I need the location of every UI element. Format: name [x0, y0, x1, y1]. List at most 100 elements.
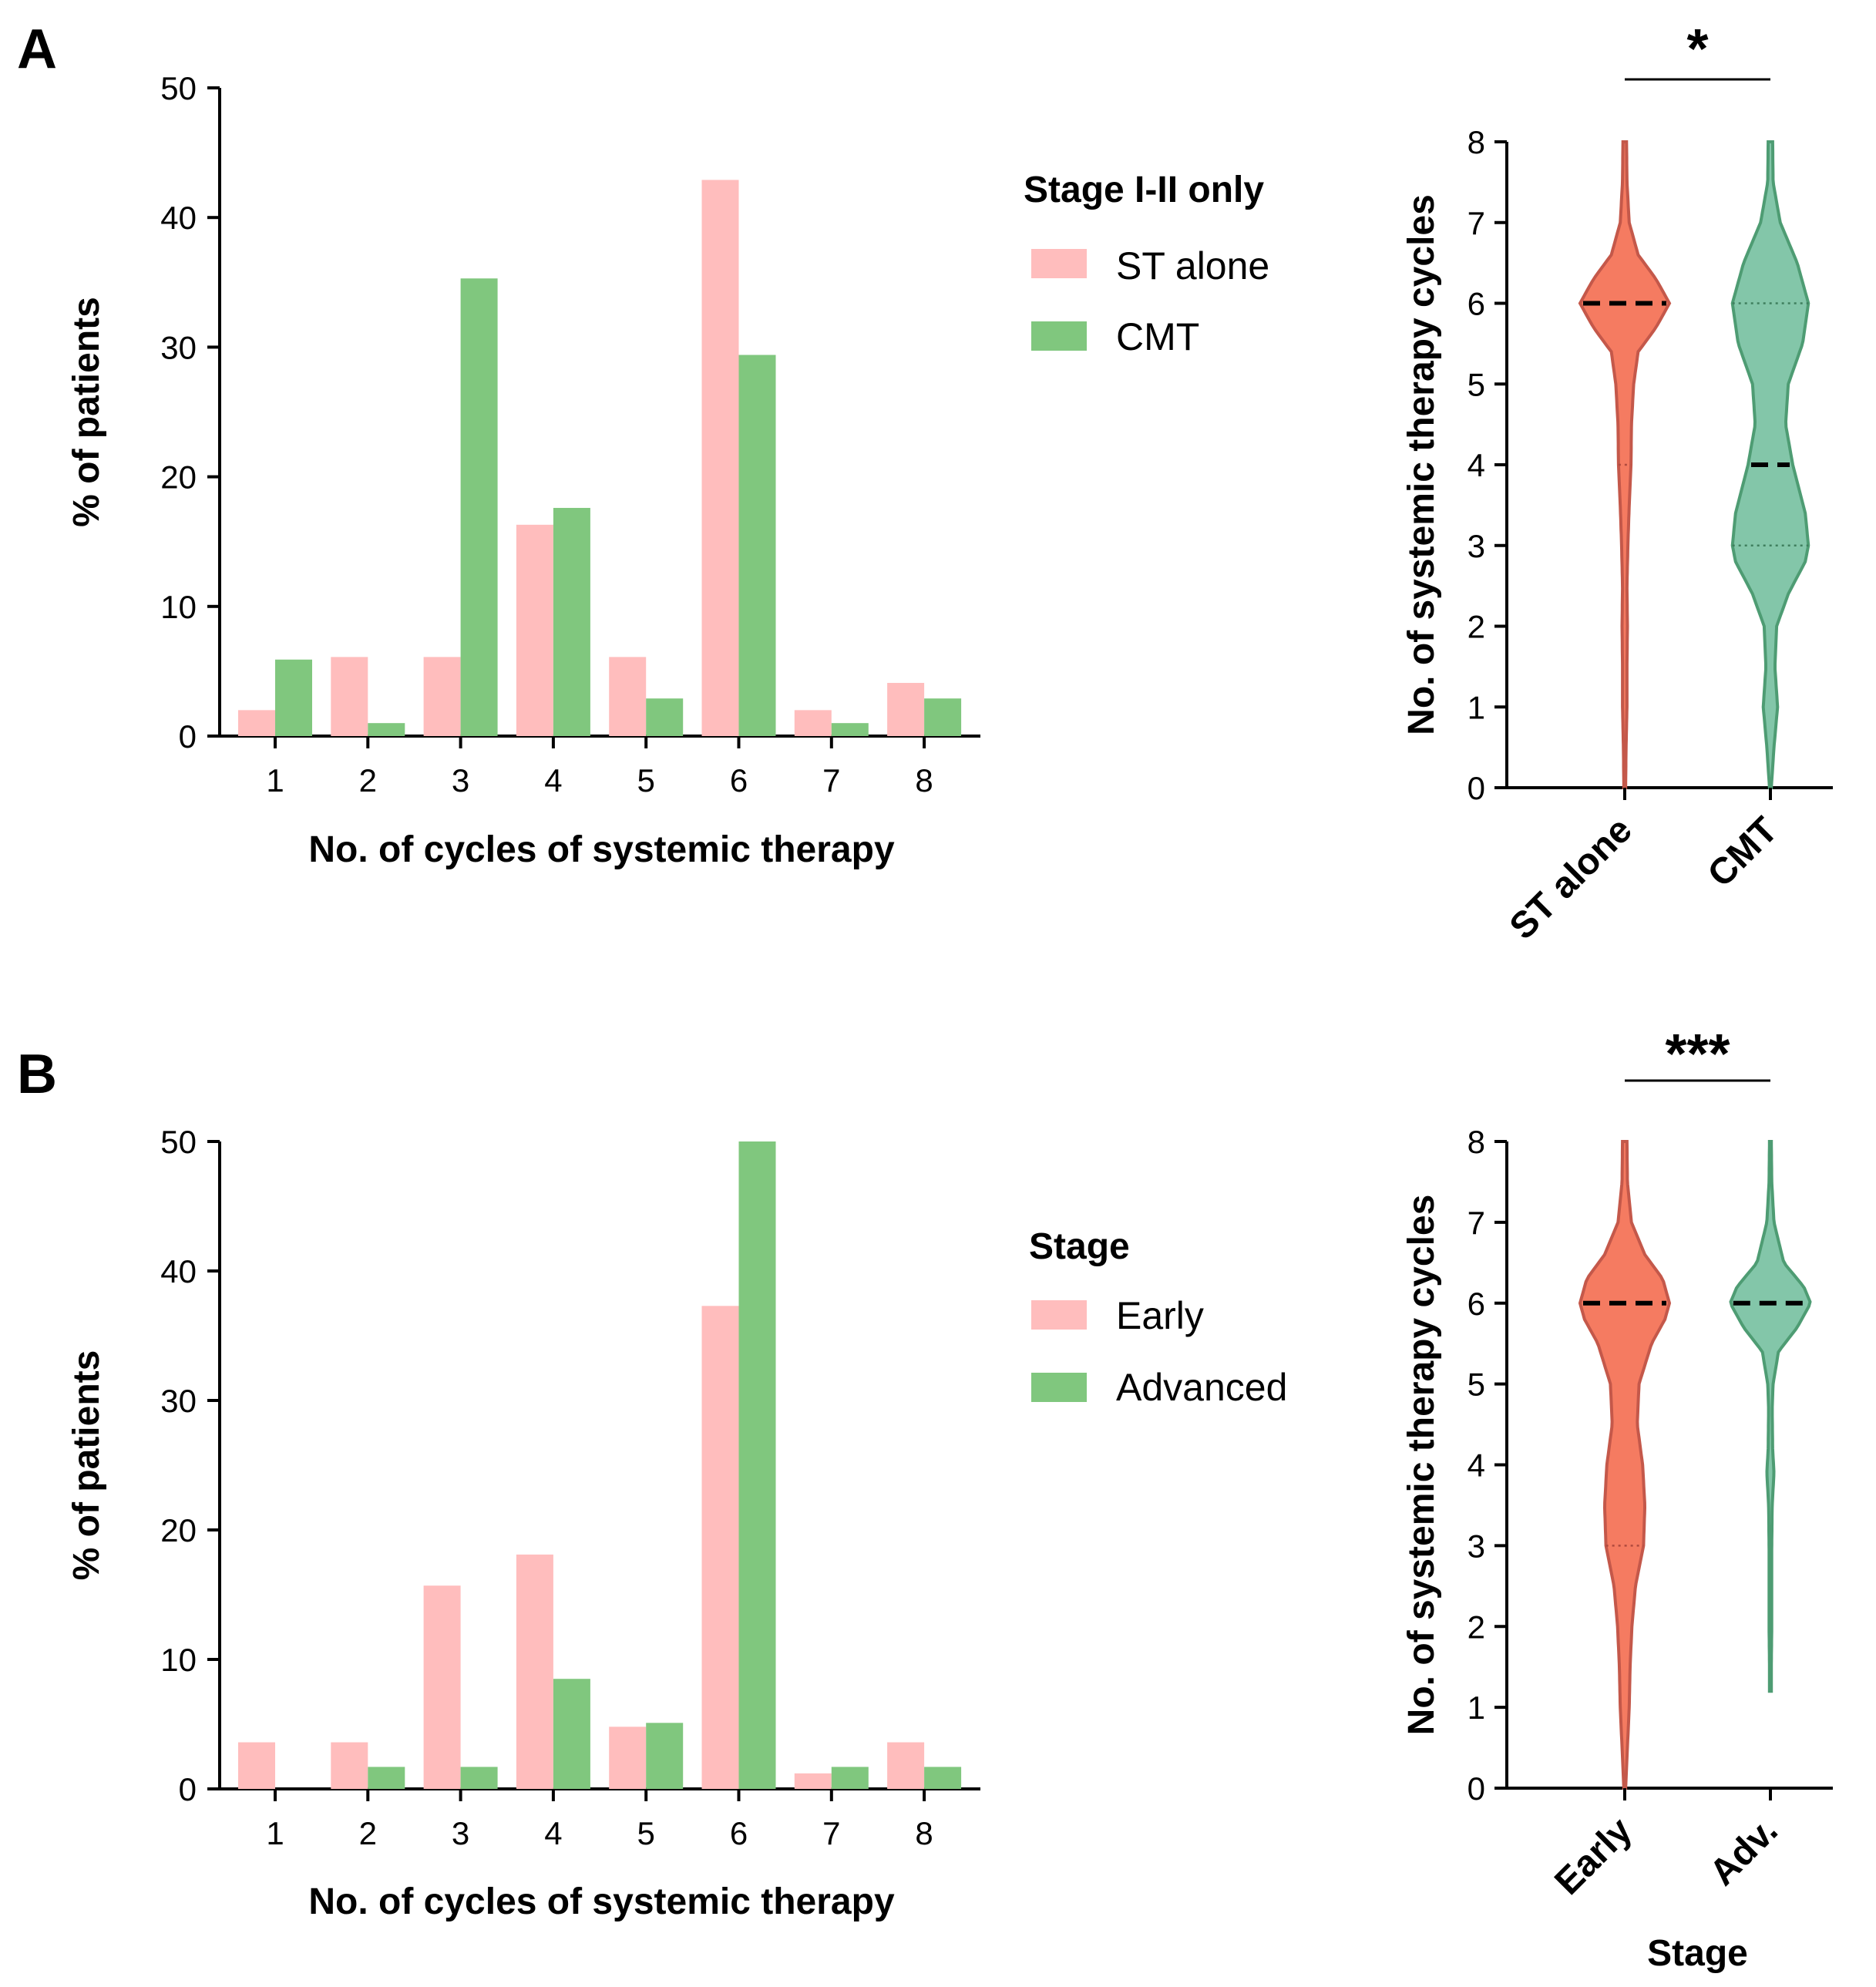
- bar-cmt-7: [831, 723, 869, 736]
- x-tick-label: 7: [822, 762, 840, 798]
- legend-b-swatch-early: [1031, 1300, 1087, 1330]
- bar-st-alone-5: [609, 657, 647, 736]
- y-tick-label: 40: [160, 1253, 197, 1289]
- legend-b-swatch-advanced: [1031, 1373, 1087, 1402]
- y-tick-label: 20: [160, 459, 197, 496]
- x-tick-label: 5: [637, 762, 655, 798]
- x-tick-label: 5: [637, 1815, 655, 1851]
- y-tick-label: 10: [160, 1642, 197, 1678]
- y-tick-label: 20: [160, 1512, 197, 1548]
- bar-st-alone-4: [516, 524, 553, 736]
- x-tick-label: ST alone: [1502, 809, 1640, 947]
- bar-cmt-3: [460, 278, 498, 736]
- y-tick-label: 8: [1468, 124, 1485, 160]
- y-tick-label: 2: [1468, 1609, 1485, 1645]
- bar-early-7: [794, 1773, 832, 1789]
- y-tick-label: 0: [179, 718, 197, 755]
- y-tick-label: 30: [160, 1383, 197, 1419]
- bar-advanced-4: [553, 1679, 590, 1789]
- panel-letter-a: A: [17, 18, 57, 80]
- bar-advanced-7: [831, 1767, 869, 1789]
- y-tick-label: 50: [160, 1124, 197, 1160]
- y-axis-title: % of patients: [66, 1350, 107, 1581]
- bar-st-alone-3: [423, 657, 461, 736]
- bar-advanced-2: [368, 1767, 405, 1789]
- x-tick-label: 1: [266, 1815, 284, 1851]
- bar-st-alone-1: [238, 710, 275, 736]
- y-tick-label: 0: [1468, 1770, 1485, 1807]
- bar-early-3: [423, 1585, 461, 1789]
- y-tick-label: 7: [1468, 205, 1485, 241]
- y-tick-label: 6: [1468, 286, 1485, 322]
- bar-advanced-6: [738, 1141, 776, 1789]
- bar-cmt-2: [368, 723, 405, 736]
- y-axis-title: No. of systemic therapy cycles: [1401, 194, 1442, 735]
- bar-st-alone-8: [887, 683, 925, 736]
- legend-a-swatch-cmt: [1031, 321, 1087, 351]
- bar-early-5: [609, 1726, 647, 1789]
- x-tick-label: 2: [359, 1815, 377, 1851]
- y-tick-label: 2: [1468, 609, 1485, 645]
- x-tick-label: 8: [915, 762, 933, 798]
- violin-chart-a: 0 1 2 3 4 5 6 7 8 ST alone CMT * No. of systemic the…: [1401, 18, 1833, 947]
- y-axis-title: No. of systemic therapy cycles: [1401, 1195, 1442, 1736]
- bar-early-1: [238, 1742, 275, 1789]
- y-tick-label: 0: [179, 1771, 197, 1807]
- bar-cmt-8: [924, 698, 962, 736]
- bar-advanced-5: [646, 1723, 684, 1789]
- bar-early-4: [516, 1554, 553, 1789]
- y-tick-label: 3: [1468, 1528, 1485, 1564]
- bar-st-alone-2: [331, 657, 368, 736]
- y-tick-label: 30: [160, 329, 197, 365]
- legend-a-label-st-alone: ST alone: [1116, 244, 1269, 287]
- y-tick-label: 5: [1468, 1367, 1485, 1403]
- x-tick-label: 8: [915, 1815, 933, 1851]
- x-tick-label: 6: [730, 1815, 748, 1851]
- y-tick-label: 0: [1468, 770, 1485, 806]
- y-tick-label: 6: [1468, 1286, 1485, 1322]
- x-tick-label: Adv.: [1702, 1810, 1786, 1894]
- y-tick-label: 1: [1468, 1689, 1485, 1726]
- y-tick-label: 8: [1468, 1124, 1485, 1160]
- x-tick-label: 6: [730, 762, 748, 798]
- bar-cmt-4: [553, 507, 590, 736]
- x-tick-label: Early: [1547, 1810, 1640, 1903]
- legend-b: Stage Early Advanced: [1029, 1226, 1287, 1409]
- bar-early-8: [887, 1742, 925, 1789]
- bar-chart-b: 0 10 20 30 40 50 1 2 3 4 5 6 7 8 No. of cycles of syst…: [66, 1124, 980, 1922]
- y-tick-label: 7: [1468, 1205, 1485, 1241]
- x-axis-title: No. of cycles of systemic therapy: [308, 829, 895, 870]
- bar-advanced-3: [460, 1767, 498, 1789]
- x-tick-label: 2: [359, 762, 377, 798]
- x-tick-label: 4: [544, 1815, 562, 1851]
- bar-cmt-6: [738, 355, 776, 736]
- y-tick-label: 4: [1468, 1447, 1485, 1484]
- x-tick-label: 1: [266, 762, 284, 798]
- y-tick-label: 40: [160, 200, 197, 236]
- x-tick-label: 7: [822, 1815, 840, 1851]
- legend-b-label-early: Early: [1116, 1294, 1204, 1337]
- y-tick-label: 50: [160, 70, 197, 106]
- bar-chart-a: 0 10 20 30 40 50 1 2 3 4 5 6 7 8 No. of cycles of syst…: [66, 70, 980, 870]
- bar-cmt-5: [646, 698, 684, 736]
- x-tick-label: 4: [544, 762, 562, 798]
- x-axis-title: Stage: [1647, 1933, 1748, 1974]
- legend-a-title: Stage I-II only: [1024, 170, 1264, 210]
- bar-early-6: [701, 1306, 739, 1789]
- x-tick-label: CMT: [1700, 809, 1786, 895]
- violin-adv: [1729, 1140, 1812, 1693]
- bar-cmt-1: [275, 659, 312, 736]
- x-axis-title: No. of cycles of systemic therapy: [308, 1881, 895, 1922]
- bar-early-2: [331, 1742, 368, 1789]
- violin-early: [1578, 1140, 1672, 1790]
- y-tick-label: 1: [1468, 689, 1485, 725]
- violin-chart-b: 0 1 2 3 4 5 6 7 8 Early Adv. *** No. of systemic the…: [1401, 1024, 1833, 1974]
- y-axis-title: % of patients: [66, 297, 107, 527]
- legend-a: Stage I-II only ST alone CMT: [1024, 170, 1269, 358]
- significance-marker: *: [1686, 18, 1708, 80]
- x-tick-label: 3: [452, 762, 469, 798]
- x-tick-label: 3: [452, 1815, 469, 1851]
- bar-st-alone-6: [701, 180, 739, 736]
- legend-b-title: Stage: [1029, 1226, 1130, 1267]
